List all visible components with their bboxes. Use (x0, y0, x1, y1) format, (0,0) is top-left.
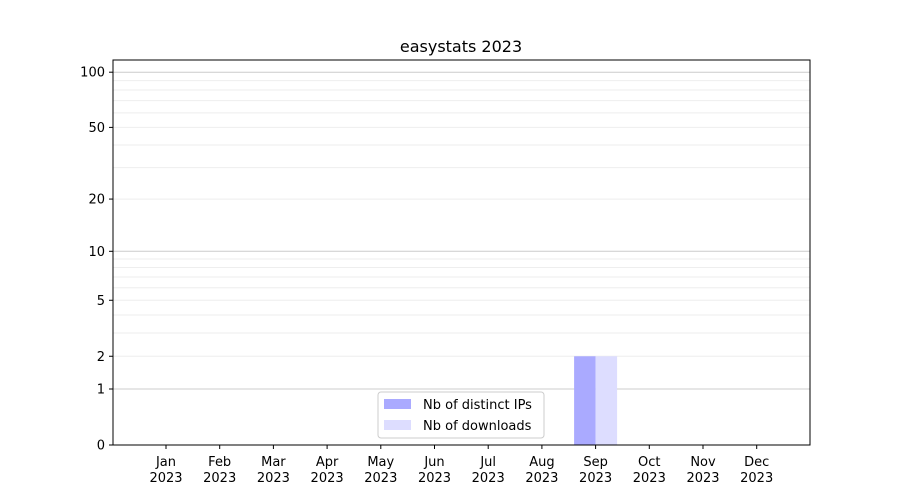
legend-swatch (384, 399, 411, 409)
x-tick-label: Dec 2023 (740, 455, 773, 486)
x-tick-label: Oct 2023 (633, 455, 666, 486)
x-tick-label: Apr 2023 (311, 455, 344, 486)
legend-swatch (384, 420, 411, 430)
x-tick-label: May 2023 (364, 455, 397, 486)
x-tick-label: Mar 2023 (257, 455, 290, 486)
x-tick-label: Jul 2023 (472, 455, 505, 486)
y-tick-label: 2 (97, 350, 105, 365)
bar-distinct-ips (574, 356, 596, 445)
x-tick-label: Jun 2023 (418, 455, 451, 486)
y-tick-label: 50 (88, 121, 105, 136)
y-tick-label: 0 (97, 439, 105, 454)
y-tick-label: 1 (97, 383, 105, 398)
legend: Nb of distinct IPs Nb of downloads (377, 391, 545, 439)
y-tick-label: 100 (80, 66, 105, 81)
legend-box (377, 391, 545, 439)
x-tick-label: Aug 2023 (525, 455, 558, 486)
x-tick-label: Feb 2023 (203, 455, 236, 486)
chart-title: easystats 2023 (400, 37, 522, 56)
x-tick-label: Sep 2023 (579, 455, 612, 486)
x-tick-label: Nov 2023 (686, 455, 719, 486)
y-tick-label: 10 (88, 245, 105, 260)
legend-label: Nb of distinct IPs (423, 398, 532, 413)
plot-frame (112, 59, 811, 446)
y-tick-label: 5 (97, 294, 105, 309)
legend-label: Nb of downloads (423, 419, 532, 434)
x-tick-label: Jan 2023 (149, 455, 182, 486)
bar-downloads (595, 356, 618, 445)
y-tick-label: 20 (88, 193, 105, 208)
